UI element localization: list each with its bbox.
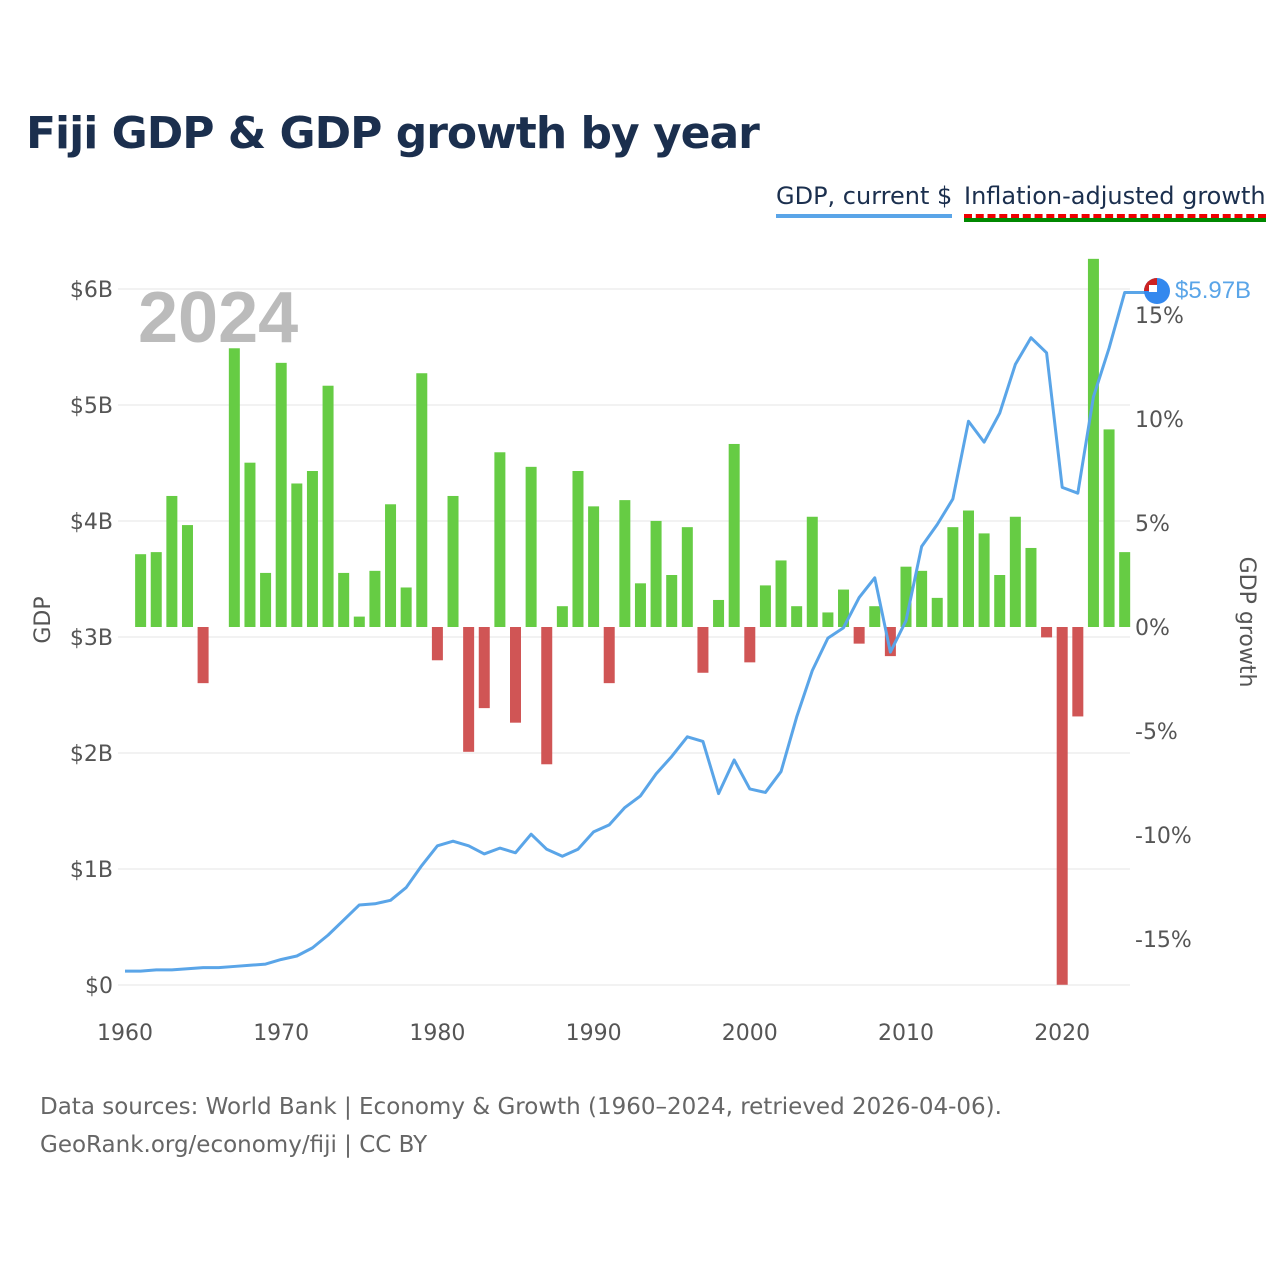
growth-bar [713, 599, 725, 627]
y2-axis-label: GDP growth [1234, 557, 1259, 688]
growth-bar [369, 570, 381, 627]
y2-tick-label: -15% [1135, 928, 1192, 953]
growth-bar [1072, 627, 1084, 717]
growth-bar [900, 566, 912, 627]
legend-gdp[interactable]: GDP, current $ [776, 182, 953, 218]
growth-bar [744, 627, 756, 663]
growth-bar [400, 587, 412, 627]
growth-bar [994, 575, 1006, 627]
growth-bar [869, 606, 881, 627]
growth-bar [759, 585, 771, 627]
growth-bar [1009, 516, 1021, 627]
growth-bar [1119, 552, 1131, 627]
growth-bar [572, 471, 584, 627]
growth-bar [494, 452, 506, 627]
growth-bar [135, 554, 147, 627]
growth-bar [556, 606, 568, 627]
source-note: Data sources: World Bank | Economy & Gro… [40, 1088, 1002, 1164]
y-tick-label: $1B [70, 858, 113, 883]
growth-bar [416, 373, 428, 627]
x-tick-label: 2000 [722, 1021, 778, 1046]
growth-bar [228, 348, 240, 627]
y2-tick-label: -10% [1135, 824, 1192, 849]
y-tick-label: $2B [70, 742, 113, 767]
growth-bar [947, 527, 959, 627]
growth-bar [962, 510, 974, 627]
growth-bar [1041, 627, 1053, 638]
y2-tick-label: 10% [1135, 408, 1184, 433]
chart-title: Fiji GDP & GDP growth by year [26, 108, 760, 159]
growth-bar [619, 500, 631, 627]
growth-bar [260, 572, 272, 627]
y2-tick-label: 0% [1135, 616, 1170, 641]
growth-bar [166, 495, 178, 627]
growth-bar [338, 572, 350, 627]
y2-tick-label: 15% [1135, 304, 1184, 329]
growth-bar [931, 597, 943, 627]
growth-bar [150, 552, 162, 627]
growth-bar [275, 362, 287, 627]
growth-bar [385, 504, 397, 627]
growth-bar [197, 627, 209, 684]
x-tick-label: 1960 [97, 1021, 153, 1046]
y-tick-label: $3B [70, 626, 113, 651]
growth-bar [978, 533, 990, 627]
y-tick-label: $6B [70, 278, 113, 303]
gdp-line [125, 290, 1157, 973]
growth-bar [853, 627, 865, 644]
growth-bar [634, 583, 646, 627]
growth-bar [650, 520, 662, 627]
growth-bar [353, 616, 365, 627]
y-tick-label: $0 [85, 974, 113, 999]
year-watermark: 2024 [138, 278, 298, 358]
growth-bar [1025, 547, 1037, 627]
growth-bar [1103, 429, 1115, 627]
growth-bar [291, 483, 303, 627]
growth-bar [510, 627, 521, 723]
growth-bar [588, 506, 600, 627]
growth-bar [244, 462, 256, 627]
end-value-label: $5.97B [1175, 277, 1251, 304]
x-tick-label: 2020 [1034, 1021, 1090, 1046]
growth-bar [728, 443, 740, 627]
growth-bar [322, 385, 334, 627]
growth-bar [306, 471, 318, 627]
growth-bar [791, 606, 803, 627]
growth-bar [838, 589, 850, 627]
y2-tick-label: 5% [1135, 512, 1170, 537]
growth-bar [603, 627, 615, 684]
y-tick-label: $5B [70, 394, 113, 419]
growth-bar [478, 627, 490, 709]
x-tick-label: 1970 [253, 1021, 309, 1046]
x-tick-label: 1980 [409, 1021, 465, 1046]
growth-bar [916, 570, 928, 627]
growth-bar [541, 627, 553, 765]
growth-bar [884, 627, 896, 657]
y-axis-label: GDP [31, 596, 56, 643]
legend-growth[interactable]: Inflation-adjusted growth [964, 182, 1266, 218]
growth-bar [806, 516, 818, 627]
growth-bar [775, 560, 787, 627]
growth-bar [1087, 258, 1099, 627]
growth-bar [181, 525, 193, 627]
growth-bar [1056, 627, 1068, 985]
source-line-1: Data sources: World Bank | Economy & Gro… [40, 1094, 1002, 1120]
growth-bar [463, 627, 475, 752]
growth-bar [666, 575, 678, 627]
x-tick-label: 1990 [566, 1021, 622, 1046]
growth-bar [822, 612, 834, 627]
growth-bar [525, 466, 537, 627]
growth-bar [697, 627, 709, 673]
x-tick-label: 2010 [878, 1021, 934, 1046]
growth-bar [681, 527, 693, 627]
y2-tick-label: -5% [1135, 720, 1178, 745]
flag-marker-icon [1144, 278, 1170, 304]
source-line-2[interactable]: GeoRank.org/economy/fiji | CC BY [40, 1132, 428, 1158]
growth-bar [431, 627, 443, 661]
y-tick-label: $4B [70, 510, 113, 535]
growth-bar [447, 495, 459, 627]
